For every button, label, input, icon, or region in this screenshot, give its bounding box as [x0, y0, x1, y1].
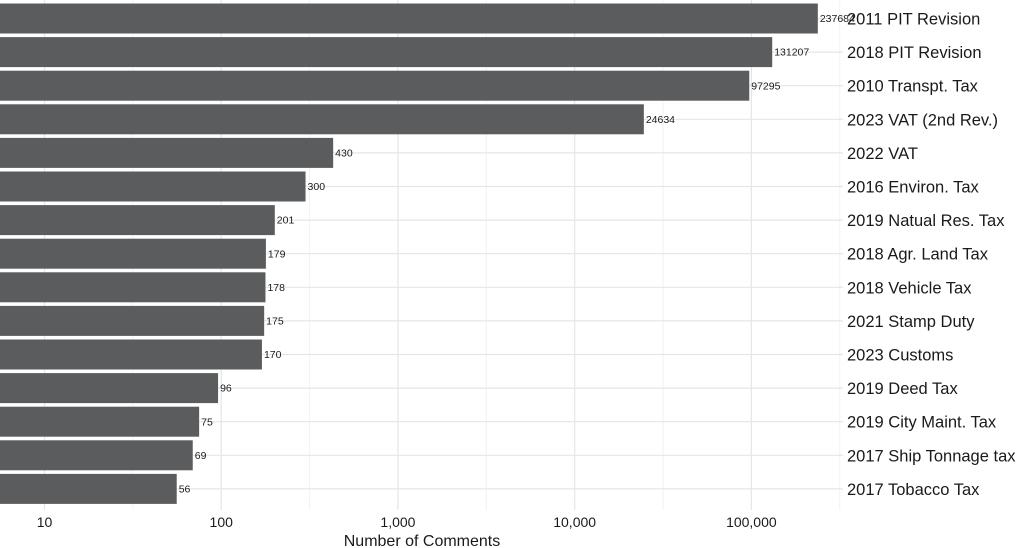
category-label: 2018 PIT Revision — [847, 44, 982, 62]
bar — [0, 37, 773, 68]
bar — [0, 238, 266, 269]
category-label: 2023 Customs — [847, 347, 953, 365]
bar — [0, 171, 306, 202]
category-label: 2019 Deed Tax — [847, 380, 958, 398]
x-tick-label: 1,000 — [380, 514, 415, 530]
bar-value-label: 178 — [267, 282, 285, 294]
bar-value-label: 56 — [179, 484, 191, 496]
bar-value-label: 175 — [266, 316, 284, 328]
bar — [0, 440, 193, 471]
bar-value-label: 96 — [220, 383, 232, 395]
bars — [0, 3, 818, 504]
category-label: 2010 Transpt. Tax — [847, 78, 979, 96]
category-label: 2018 Agr. Land Tax — [847, 246, 989, 264]
x-tick-label: 100,000 — [726, 514, 777, 530]
category-label: 2011 PIT Revision — [847, 11, 980, 29]
bar — [0, 272, 266, 303]
bar — [0, 373, 219, 404]
category-label: 2017 Tobacco Tax — [847, 481, 980, 499]
bar-value-label: 170 — [264, 349, 282, 361]
category-label: 2022 VAT — [847, 145, 918, 163]
category-labels: 2011 PIT Revision 2018 PIT Revision 2010 T… — [847, 11, 1016, 499]
bar-value-label: 201 — [277, 215, 295, 227]
x-tick-label: 100 — [210, 514, 234, 530]
bar — [0, 70, 750, 101]
bar-value-label: 97295 — [751, 80, 780, 92]
bar-value-label: 179 — [268, 248, 286, 260]
bar — [0, 305, 265, 336]
bar-value-label: 69 — [195, 450, 207, 462]
x-tick-label: 10 — [37, 514, 53, 530]
bar-value-label: 131207 — [774, 47, 809, 59]
category-label: 2021 Stamp Duty — [847, 313, 975, 331]
x-tick-label: 10,000 — [553, 514, 596, 530]
bar — [0, 473, 177, 504]
category-label: 2019 Natual Res. Tax — [847, 212, 1005, 230]
category-label: 2018 Vehicle Tax — [847, 279, 972, 297]
bar — [0, 339, 262, 370]
x-tick-labels: 10 100 1,000 10,000 100,000 — [37, 514, 777, 530]
bar — [0, 205, 275, 236]
value-labels: 237684 131207 97295 24634 430 300 201 179 178 175… — [179, 13, 855, 495]
bar — [0, 137, 334, 168]
bar — [0, 104, 644, 135]
x-axis-title: Number of Comments — [344, 533, 501, 548]
bar-value-label: 237684 — [820, 13, 855, 25]
bar — [0, 3, 818, 34]
bar-value-label: 430 — [335, 148, 353, 160]
category-label: 2019 City Maint. Tax — [847, 414, 997, 432]
bar-value-label: 300 — [308, 181, 326, 193]
category-label: 2016 Environ. Tax — [847, 179, 980, 197]
bar-value-label: 24634 — [646, 114, 675, 126]
bar — [0, 406, 200, 437]
category-label: 2023 VAT (2nd Rev.) — [847, 111, 998, 129]
bar-value-label: 75 — [201, 416, 213, 428]
category-label: 2017 Ship Tonnage tax — [847, 447, 1016, 465]
